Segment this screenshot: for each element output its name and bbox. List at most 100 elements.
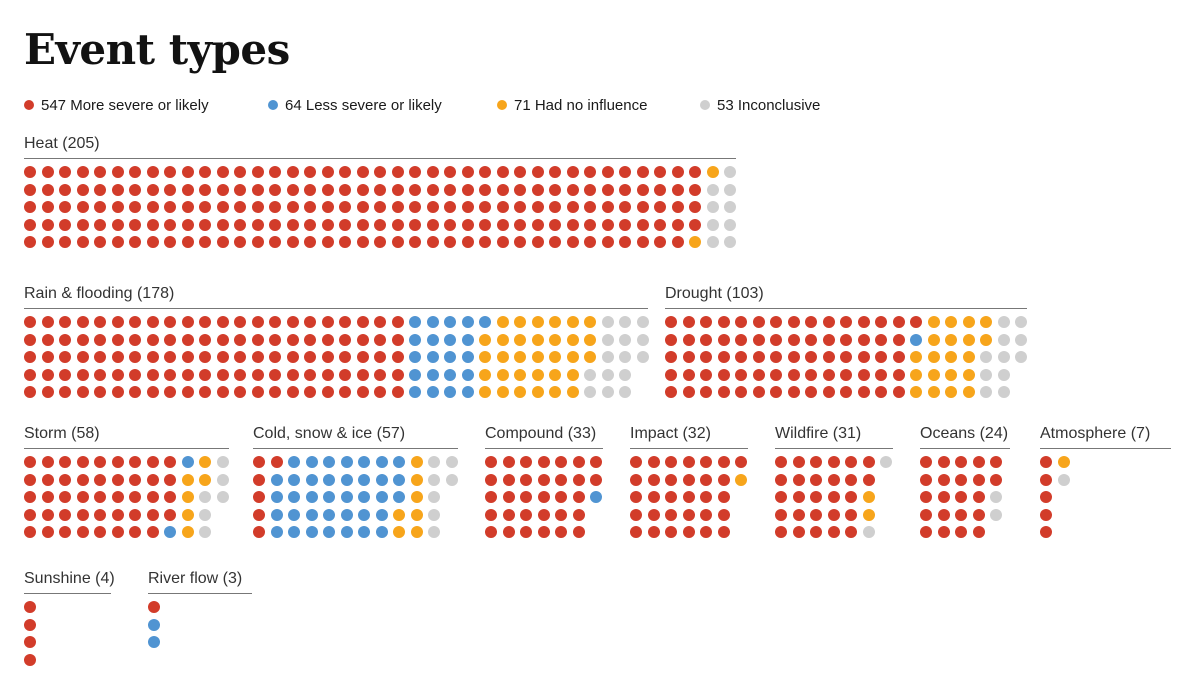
dot-red — [24, 236, 36, 248]
dot-red — [148, 601, 160, 613]
dot-red — [111, 526, 124, 538]
dot-red — [59, 386, 71, 398]
dot-red — [253, 491, 265, 503]
dot-red — [251, 386, 264, 398]
dot-blue — [910, 333, 922, 346]
dot-red — [972, 508, 985, 521]
dot-red — [269, 166, 281, 178]
dot-red — [199, 333, 211, 346]
dot-red — [216, 386, 229, 398]
dot-red — [41, 473, 54, 486]
dot-red — [787, 333, 800, 346]
dot-blue — [461, 386, 474, 398]
dot-red — [787, 386, 800, 398]
dot-orange — [393, 508, 405, 521]
dot-red — [444, 183, 456, 196]
dot-red — [339, 201, 351, 213]
dot-red — [857, 386, 870, 398]
dot-red — [409, 236, 421, 248]
dot-red — [234, 351, 246, 363]
dot-red — [391, 166, 404, 178]
dot-orange — [566, 333, 579, 346]
section-rain-flooding: Rain & flooding (178) — [24, 285, 649, 398]
dot-orange — [531, 368, 544, 381]
dot-red — [840, 386, 852, 398]
dot-red — [216, 316, 229, 328]
dot-blue — [305, 508, 318, 521]
dot-red — [555, 491, 567, 503]
dot-red — [216, 351, 229, 363]
dot-red — [339, 333, 351, 346]
dot-red — [374, 368, 386, 381]
dot-red — [584, 201, 596, 213]
dot-red — [269, 201, 281, 213]
dot-red — [356, 351, 369, 363]
dot-red — [41, 456, 54, 468]
section-river-flow: River flow (3) — [148, 570, 252, 683]
dot-red — [270, 456, 283, 468]
dot-red — [531, 201, 544, 213]
dot-red — [566, 236, 579, 248]
dot-red — [391, 183, 404, 196]
dot-red — [391, 218, 404, 231]
dot-gray — [706, 201, 719, 213]
dot-red — [356, 236, 369, 248]
dot-red — [537, 508, 550, 521]
dot-red — [76, 351, 89, 363]
dot-orange — [410, 508, 423, 521]
dot-blue — [323, 508, 335, 521]
dot-red — [76, 368, 89, 381]
dot-red — [537, 526, 550, 538]
dot-orange — [410, 526, 423, 538]
dot-red — [24, 636, 36, 648]
dot-blue — [375, 508, 388, 521]
dot-red — [216, 166, 229, 178]
dot-red — [59, 236, 71, 248]
dot-blue — [393, 456, 405, 468]
dot-red — [955, 456, 967, 468]
dot-red — [775, 508, 787, 521]
dot-red — [164, 333, 176, 346]
dot-red — [654, 166, 666, 178]
dot-blue — [444, 351, 456, 363]
dot-blue — [461, 368, 474, 381]
dot-orange — [945, 351, 957, 363]
dot-gray — [990, 491, 1002, 503]
dot-red — [409, 183, 421, 196]
dot-red — [129, 183, 141, 196]
dot-red — [892, 386, 905, 398]
dot-orange — [980, 316, 992, 328]
dot-red — [146, 456, 159, 468]
dot-gray — [619, 333, 631, 346]
dot-red — [572, 526, 585, 538]
dot-red — [146, 368, 159, 381]
dot-orange — [945, 333, 957, 346]
dot-gray — [619, 386, 631, 398]
dot-red — [216, 368, 229, 381]
dot-red — [972, 456, 985, 468]
dot-red — [111, 201, 124, 213]
dot-gray — [724, 166, 736, 178]
dot-red — [671, 166, 684, 178]
legend: 547 More severe or likely 64 Less severe… — [0, 95, 1200, 115]
dot-red — [671, 218, 684, 231]
dot-red — [735, 386, 747, 398]
dot-red — [700, 508, 712, 521]
dot-gray — [724, 183, 736, 196]
dot-blue — [323, 491, 335, 503]
dot-orange — [549, 351, 561, 363]
dot-red — [374, 183, 386, 196]
dot-red — [689, 166, 701, 178]
dot-blue — [461, 333, 474, 346]
dot-red — [339, 386, 351, 398]
section-storm-dots — [24, 456, 229, 538]
dot-red — [94, 201, 106, 213]
dot-blue — [375, 473, 388, 486]
dot-red — [286, 386, 299, 398]
dot-red — [584, 183, 596, 196]
dot-red — [164, 201, 176, 213]
dot-red — [792, 473, 805, 486]
dot-red — [654, 183, 666, 196]
dot-blue — [288, 508, 300, 521]
dot-red — [286, 166, 299, 178]
